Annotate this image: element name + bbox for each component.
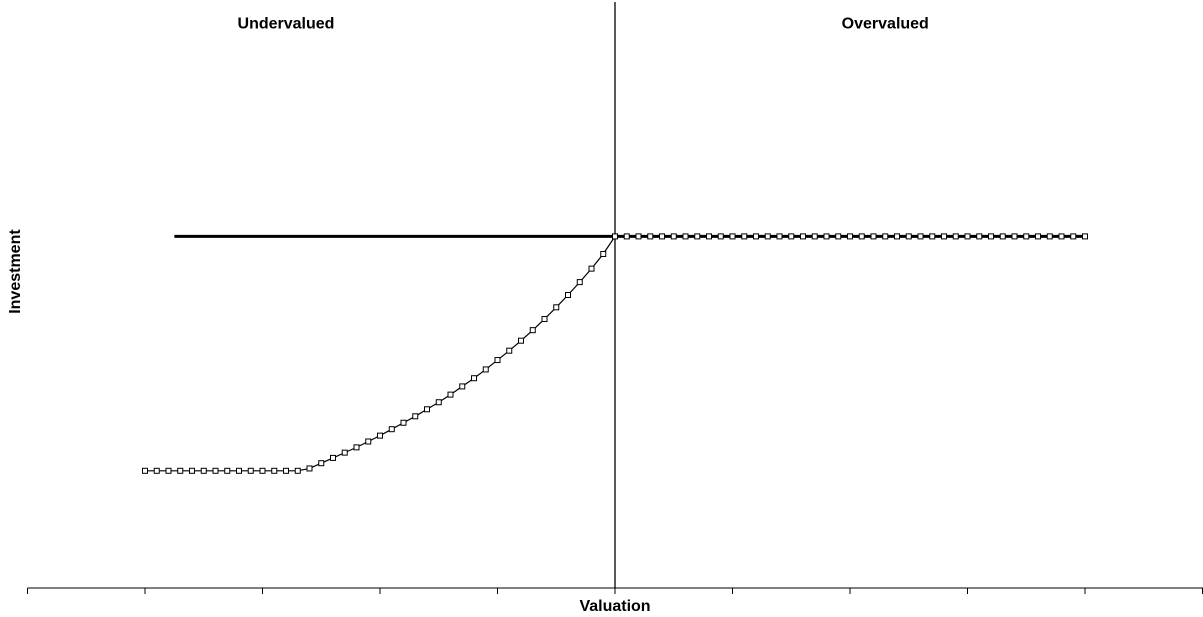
data-point-marker [353, 444, 360, 451]
data-point-marker [764, 233, 771, 240]
data-point-marker [177, 467, 184, 474]
data-point-marker [882, 233, 889, 240]
data-point-marker [964, 233, 971, 240]
data-point-marker [424, 406, 430, 413]
data-point-marker [200, 467, 207, 474]
data-point-marker [670, 233, 677, 240]
data-point-marker [224, 467, 231, 474]
data-point-marker [753, 233, 759, 240]
y-axis-label: Investment [7, 229, 24, 314]
data-point-marker [294, 467, 301, 474]
data-point-marker [365, 438, 372, 445]
data-point-marker [858, 233, 865, 240]
annotation-undervalued: Undervalued [238, 15, 335, 32]
reference-lines [174, 2, 1085, 588]
data-point-marker [494, 357, 501, 364]
data-point-marker [988, 233, 994, 240]
data-point-marker [659, 233, 665, 240]
data-point-marker [435, 399, 442, 406]
data-point-marker [682, 233, 689, 240]
data-point-marker [565, 292, 571, 298]
data-point-marker [929, 233, 936, 240]
data-point-marker [306, 465, 313, 472]
data-point-marker [412, 413, 419, 420]
data-point-marker [283, 467, 289, 474]
data-point-marker [212, 467, 219, 474]
data-point-marker [776, 233, 783, 240]
data-point-marker [388, 426, 395, 433]
data-point-marker [1023, 233, 1030, 240]
data-point-marker [1070, 233, 1077, 240]
data-point-marker [600, 250, 607, 257]
data-point-marker [1046, 233, 1053, 240]
data-point-marker [941, 233, 947, 240]
data-point-marker [835, 233, 842, 240]
data-point-marker [330, 454, 336, 461]
data-point-marker [1058, 233, 1065, 240]
data-point-marker [271, 467, 278, 474]
data-point-marker [976, 233, 983, 240]
data-point-marker [1082, 233, 1088, 240]
data-point-marker [635, 233, 642, 240]
data-point-marker [259, 467, 266, 474]
data-point-marker [459, 383, 466, 390]
data-point-marker [518, 337, 524, 344]
data-point-marker [447, 391, 454, 398]
data-point-marker [623, 233, 630, 240]
data-point-marker [917, 233, 924, 240]
data-point-marker [894, 233, 900, 240]
data-point-marker [482, 366, 489, 373]
data-point-marker [788, 233, 795, 240]
annotation-overvalued: Overvalued [842, 15, 929, 32]
data-point-marker [341, 449, 348, 456]
data-point-marker [1035, 233, 1041, 240]
data-point-marker [1011, 233, 1018, 240]
chart-labels: Valuation Investment Undervalued Overval… [7, 15, 929, 615]
data-point-marker [741, 233, 748, 240]
data-point-marker [576, 279, 583, 286]
data-point-marker [952, 233, 959, 240]
data-point-marker [506, 347, 513, 354]
data-point-marker [529, 327, 536, 334]
data-point-marker [377, 432, 383, 439]
x-axis-label: Valuation [579, 598, 650, 615]
data-point-marker [823, 233, 830, 240]
data-point-marker [647, 233, 654, 240]
data-point-marker [153, 467, 160, 474]
data-point-marker [142, 467, 148, 474]
data-point-marker [717, 233, 724, 240]
data-point-marker [694, 233, 701, 240]
data-point-marker [999, 233, 1006, 240]
x-axis [27, 587, 1203, 594]
data-point-marker [811, 233, 818, 240]
data-point-marker [847, 233, 853, 240]
data-point-marker [612, 233, 618, 240]
data-series [142, 233, 1088, 474]
data-point-marker [247, 467, 254, 474]
data-point-marker [729, 233, 736, 240]
data-point-marker [800, 233, 806, 240]
data-point-marker [165, 467, 172, 474]
data-point-marker [706, 233, 712, 240]
data-point-marker [541, 316, 548, 323]
data-point-marker [553, 304, 560, 311]
data-point-marker [236, 467, 242, 474]
data-point-marker [318, 460, 325, 467]
data-point-marker [588, 265, 595, 272]
data-point-marker [870, 233, 877, 240]
data-point-marker [400, 419, 407, 426]
data-point-marker [471, 375, 477, 382]
data-point-marker [905, 233, 912, 240]
data-point-marker [189, 467, 195, 474]
